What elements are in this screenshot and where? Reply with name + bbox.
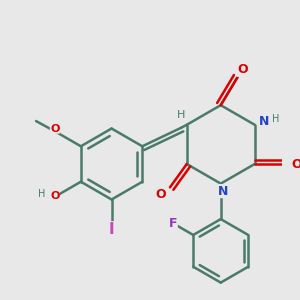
Text: O: O bbox=[50, 124, 59, 134]
Text: H: H bbox=[38, 189, 45, 199]
Text: N: N bbox=[218, 184, 228, 198]
Text: H: H bbox=[272, 114, 279, 124]
Text: F: F bbox=[169, 217, 177, 230]
Text: I: I bbox=[109, 222, 114, 237]
Text: H: H bbox=[177, 110, 186, 121]
Text: O: O bbox=[291, 158, 300, 170]
Text: O: O bbox=[50, 191, 59, 201]
Text: O: O bbox=[237, 63, 247, 76]
Text: O: O bbox=[155, 188, 166, 201]
Text: N: N bbox=[259, 115, 269, 128]
